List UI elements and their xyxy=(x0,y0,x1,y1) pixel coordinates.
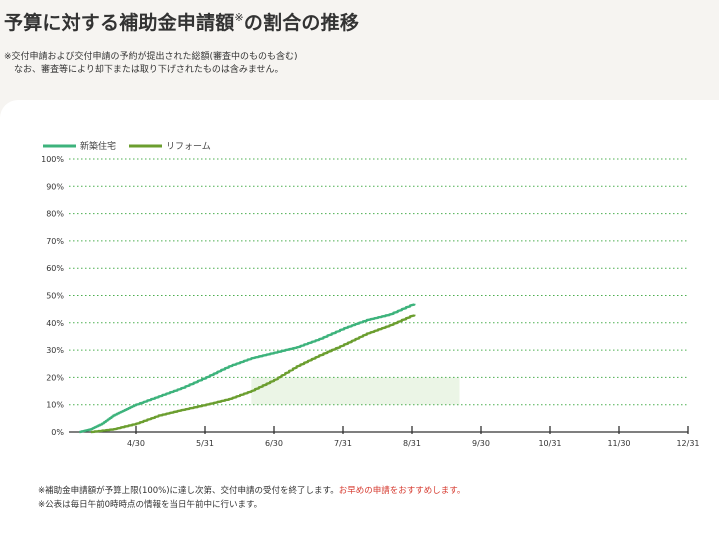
legend-label: 新築住宅 xyxy=(80,140,116,152)
x-tick-label: 12/31 xyxy=(676,439,699,448)
y-tick-label: 90% xyxy=(46,182,64,191)
y-tick-label: 100% xyxy=(41,155,64,164)
series-line xyxy=(79,303,416,434)
highlight-band xyxy=(251,377,460,405)
x-tick-label: 11/30 xyxy=(607,439,630,448)
chart-card: 0% 10% 20% 30% 40% 50% 60% 70% 80% 90% 100% 4/30 5/3… xyxy=(0,100,719,533)
y-tick-label: 10% xyxy=(46,401,64,410)
title-asterisk: ※ xyxy=(234,11,244,24)
y-tick-label: 80% xyxy=(46,210,64,219)
footer-note-2: ※公表は毎日午前0時時点の情報を当日午前中に行います。 xyxy=(38,500,263,510)
x-tick-label: 10/31 xyxy=(538,439,561,448)
x-tick-label: 9/30 xyxy=(472,439,490,448)
x-tick-label: 6/30 xyxy=(265,439,283,448)
chart-svg: 0% 10% 20% 30% 40% 50% 60% 70% 80% 90% 100% 4/30 5/3… xyxy=(41,140,699,448)
note-line-1: ※交付申請および交付申請の予約が提出された総額(審査中のものも含む) xyxy=(4,52,298,62)
x-tick-label: 8/31 xyxy=(403,439,421,448)
y-tick-label: 60% xyxy=(46,264,64,273)
x-tick-label: 7/31 xyxy=(334,439,352,448)
y-tick-label: 0% xyxy=(51,428,64,437)
note-line-2: なお、審査等により却下または取り下げされたものは含みません。 xyxy=(14,65,284,75)
y-tick-label: 70% xyxy=(46,237,64,246)
page-title: 予算に対する補助金申請額※の割合の推移 xyxy=(4,11,360,34)
y-tick-label: 30% xyxy=(46,346,64,355)
series-line xyxy=(90,314,416,434)
y-tick-label: 20% xyxy=(46,373,64,382)
x-tick-label: 5/31 xyxy=(196,439,214,448)
y-tick-label: 40% xyxy=(46,319,64,328)
x-tick-label: 4/30 xyxy=(127,439,145,448)
y-tick-label: 50% xyxy=(46,292,64,301)
footer-note-1: ※補助金申請額が予算上限(100%)に達し次第、交付申請の受付を終了します。お早… xyxy=(38,486,466,496)
footer-emphasis: お早めの申請をおすすめします。 xyxy=(338,486,466,496)
legend-label: リフォーム xyxy=(166,141,211,152)
